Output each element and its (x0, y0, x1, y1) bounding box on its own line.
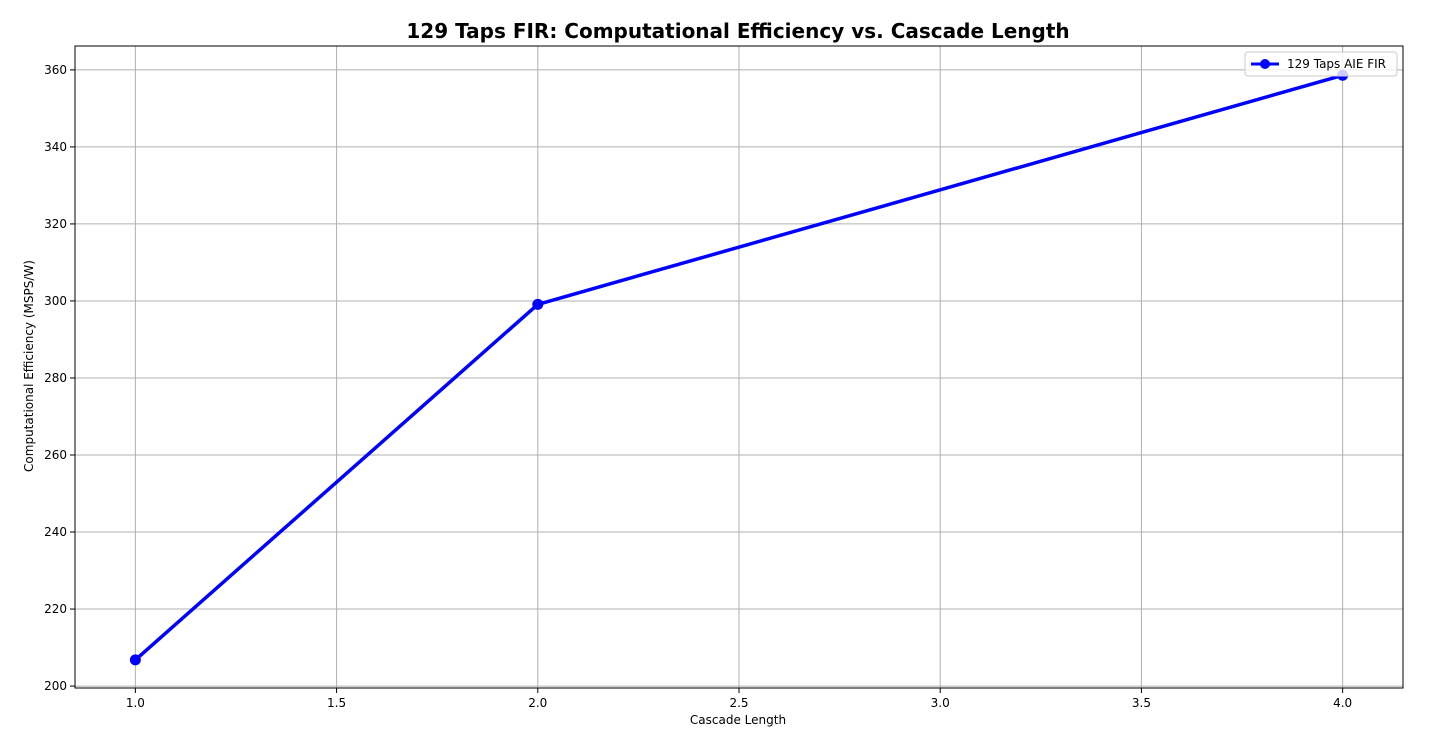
x-tick-label: 2.5 (729, 696, 748, 710)
y-tick-label: 300 (44, 294, 67, 308)
legend-series-label: 129 Taps AIE FIR (1287, 57, 1386, 71)
legend-series-marker (1260, 59, 1270, 69)
x-tick-label: 2.0 (528, 696, 547, 710)
x-axis-label: Cascade Length (690, 713, 786, 727)
x-tick-label: 1.0 (126, 696, 145, 710)
chart-title: 129 Taps FIR: Computational Efficiency v… (406, 19, 1069, 43)
legend: 129 Taps AIE FIR (1244, 51, 1398, 77)
x-axis: 1.0 1.5 2.0 2.5 3.0 3.5 4.0 (126, 688, 1352, 710)
legend-box (1244, 51, 1398, 77)
y-tick-label: 320 (44, 217, 67, 231)
y-tick-label: 340 (44, 140, 67, 154)
y-tick-label: 220 (44, 602, 67, 616)
data-point (532, 298, 544, 310)
x-tick-label: 1.5 (327, 696, 346, 710)
y-tick-label: 360 (44, 63, 67, 77)
y-tick-label: 260 (44, 448, 67, 462)
grid (75, 46, 1403, 688)
x-tick-label: 3.0 (931, 696, 950, 710)
x-tick-label: 3.5 (1132, 696, 1151, 710)
y-axis: 200 220 240 260 280 300 320 340 360 (44, 63, 75, 693)
y-tick-label: 200 (44, 679, 67, 693)
y-tick-label: 240 (44, 525, 67, 539)
y-axis-label: Computational Efficiency (MSPS/W) (22, 260, 36, 472)
data-point (129, 654, 141, 666)
x-tick-label: 4.0 (1333, 696, 1352, 710)
y-tick-label: 280 (44, 371, 67, 385)
